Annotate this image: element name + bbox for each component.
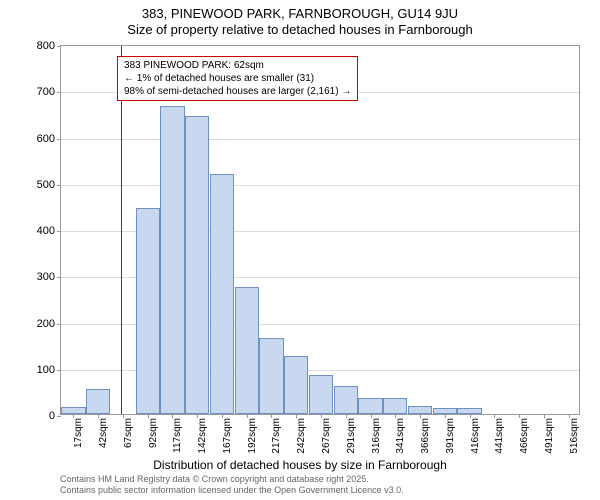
- y-tick-mark: [57, 92, 61, 93]
- annotation-line-2: ← 1% of detached houses are smaller (31): [124, 72, 351, 85]
- x-tick-label: 391sqm: [445, 418, 456, 454]
- x-tick-label: 341sqm: [395, 418, 406, 454]
- y-tick-label: 600: [37, 133, 55, 145]
- y-tick-label: 300: [37, 271, 55, 283]
- histogram-bar: [86, 389, 110, 414]
- x-tick-label: 441sqm: [494, 418, 505, 454]
- attribution-text: Contains HM Land Registry data © Crown c…: [60, 474, 404, 496]
- y-tick-mark: [57, 46, 61, 47]
- histogram-bar: [408, 406, 432, 414]
- x-tick-label: 167sqm: [222, 418, 233, 454]
- histogram-bar: [334, 386, 358, 414]
- y-tick-label: 100: [37, 364, 55, 376]
- attribution-line-2: Contains public sector information licen…: [60, 485, 404, 496]
- y-tick-label: 200: [37, 318, 55, 330]
- y-tick-label: 800: [37, 40, 55, 52]
- histogram-bar: [457, 408, 481, 414]
- y-tick-mark: [57, 139, 61, 140]
- x-tick-label: 192sqm: [247, 418, 258, 454]
- histogram-bar: [235, 287, 259, 414]
- histogram-bar: [160, 106, 184, 414]
- y-tick-mark: [57, 370, 61, 371]
- annotation-line-1: 383 PINEWOOD PARK: 62sqm: [124, 59, 351, 72]
- x-tick-label: 366sqm: [420, 418, 431, 454]
- histogram-bar: [210, 174, 234, 415]
- y-tick-label: 400: [37, 225, 55, 237]
- x-tick-label: 291sqm: [346, 418, 357, 454]
- histogram-bar: [136, 208, 160, 414]
- y-tick-label: 700: [37, 86, 55, 98]
- x-tick-label: 117sqm: [172, 418, 183, 453]
- chart-container: 383, PINEWOOD PARK, FARNBOROUGH, GU14 9J…: [0, 0, 600, 500]
- x-tick-label: 17sqm: [73, 418, 84, 448]
- histogram-bar: [309, 375, 333, 414]
- histogram-bar: [61, 407, 85, 414]
- x-tick-label: 416sqm: [470, 418, 481, 454]
- y-tick-label: 500: [37, 179, 55, 191]
- x-tick-label: 466sqm: [519, 418, 530, 454]
- histogram-bar: [433, 408, 457, 414]
- y-tick-mark: [57, 416, 61, 417]
- histogram-bar: [383, 398, 407, 414]
- reference-line: [121, 46, 122, 414]
- plot-area: 010020030040050060070080017sqm42sqm67sqm…: [60, 45, 580, 415]
- chart-title-sub: Size of property relative to detached ho…: [0, 22, 600, 37]
- attribution-line-1: Contains HM Land Registry data © Crown c…: [60, 474, 404, 485]
- histogram-bar: [358, 398, 382, 414]
- x-tick-label: 316sqm: [371, 418, 382, 454]
- y-tick-mark: [57, 324, 61, 325]
- annotation-box: 383 PINEWOOD PARK: 62sqm ← 1% of detache…: [117, 56, 358, 101]
- x-tick-label: 42sqm: [98, 418, 109, 448]
- x-tick-label: 267sqm: [321, 418, 332, 454]
- x-tick-label: 92sqm: [148, 418, 159, 448]
- x-tick-label: 142sqm: [197, 418, 208, 454]
- chart-title-main: 383, PINEWOOD PARK, FARNBOROUGH, GU14 9J…: [0, 6, 600, 21]
- grid-line: [61, 139, 579, 140]
- x-tick-label: 491sqm: [544, 418, 555, 454]
- y-tick-label: 0: [49, 410, 55, 422]
- y-tick-mark: [57, 185, 61, 186]
- x-tick-label: 67sqm: [123, 418, 134, 448]
- histogram-bar: [185, 116, 209, 414]
- grid-line: [61, 185, 579, 186]
- y-tick-mark: [57, 277, 61, 278]
- x-tick-label: 516sqm: [569, 418, 580, 454]
- x-tick-label: 217sqm: [271, 418, 282, 454]
- x-tick-label: 242sqm: [296, 418, 307, 454]
- y-tick-mark: [57, 231, 61, 232]
- annotation-line-3: 98% of semi-detached houses are larger (…: [124, 85, 351, 98]
- histogram-bar: [284, 356, 308, 414]
- histogram-bar: [259, 338, 283, 414]
- x-axis-label: Distribution of detached houses by size …: [0, 458, 600, 472]
